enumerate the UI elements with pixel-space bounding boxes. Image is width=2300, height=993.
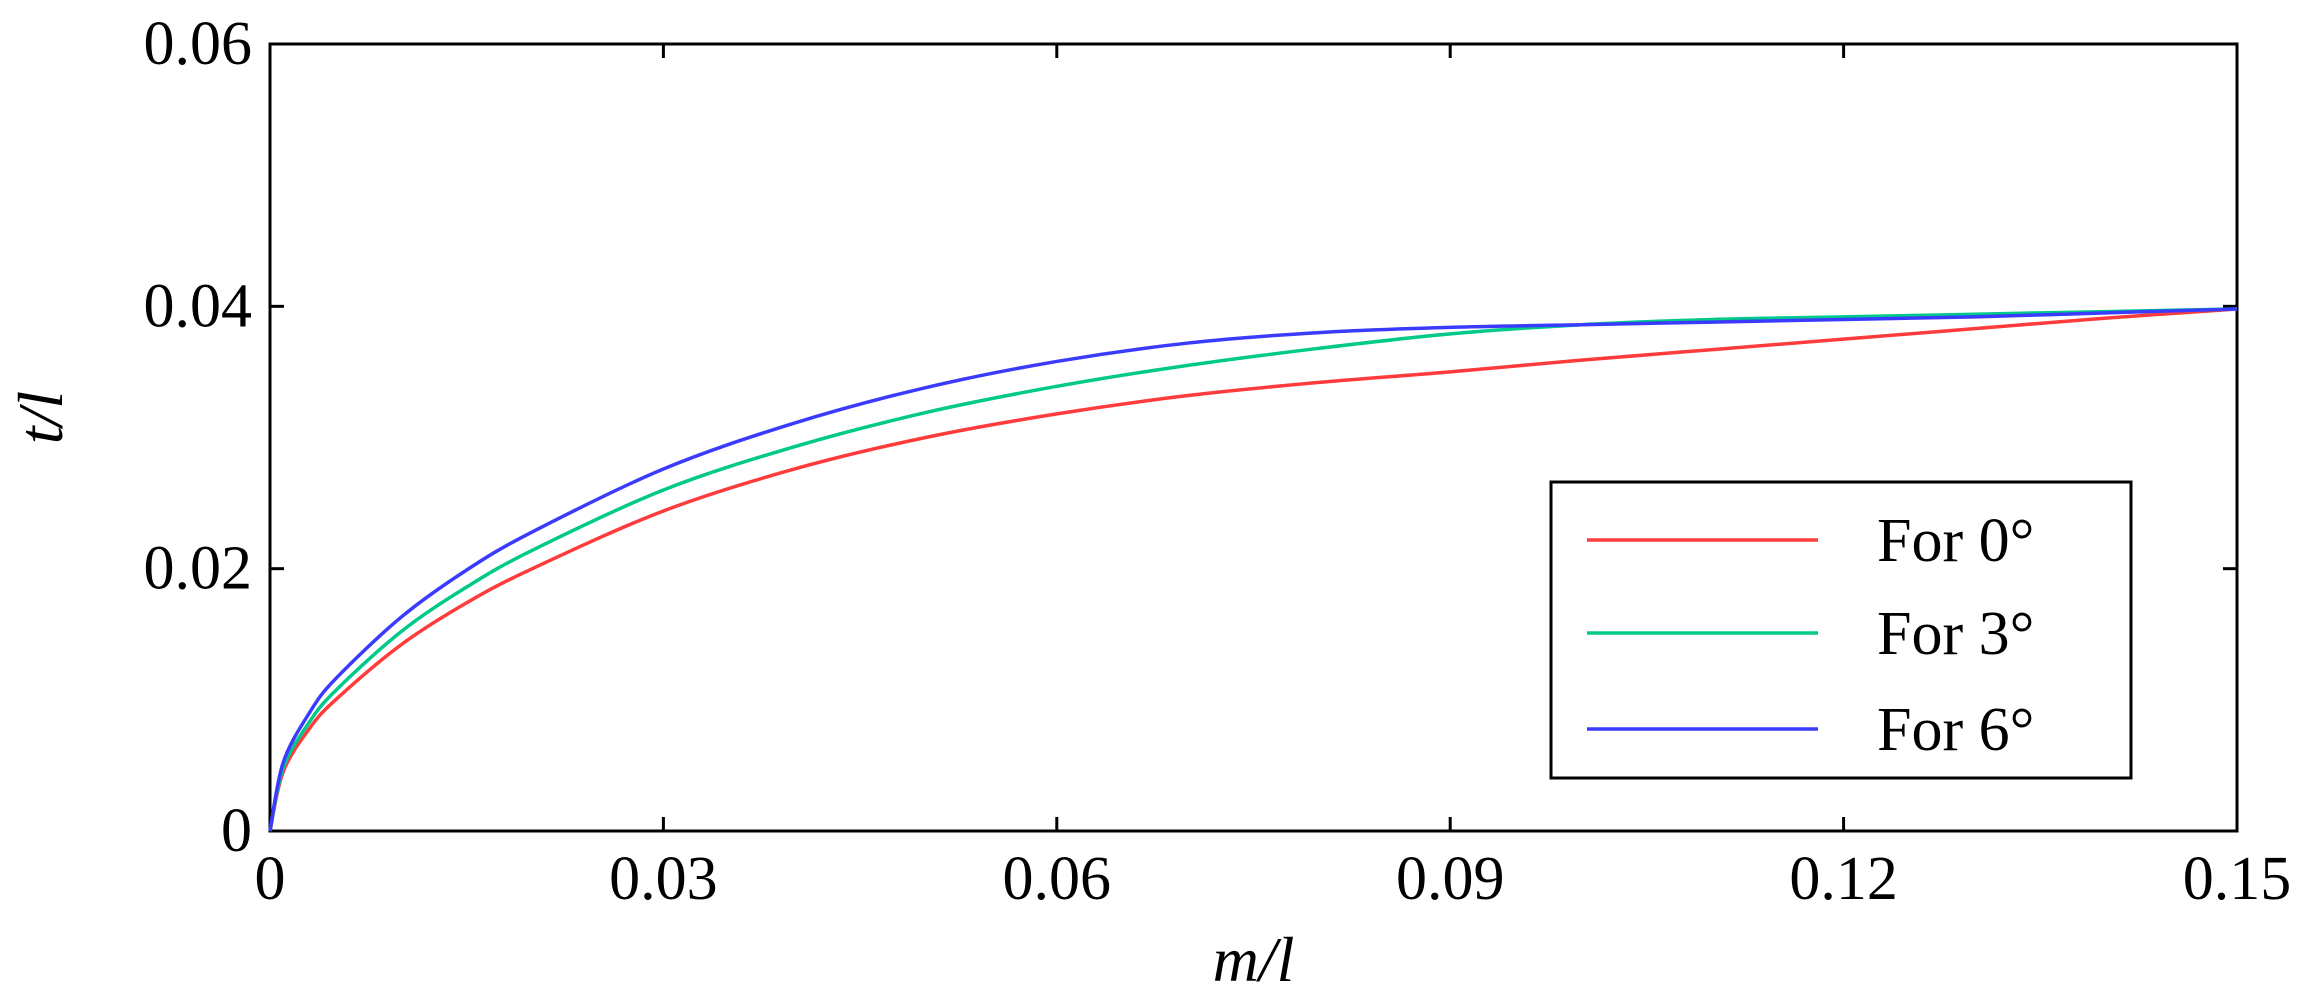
x-axis-label: m/l <box>1213 924 1295 993</box>
y-axis-label: t/l <box>5 391 76 444</box>
x-tick-label: 0.15 <box>2183 845 2292 913</box>
y-tick-label: 0.02 <box>144 535 253 603</box>
series-lines <box>268 307 2238 832</box>
series-line-0 <box>268 307 2238 832</box>
x-tick-label: 0.03 <box>609 845 718 913</box>
x-tick-label: 0.12 <box>1789 845 1898 913</box>
series-line-1 <box>268 307 2238 832</box>
axis-ticks: 0 0.03 0.06 0.09 0.12 0.15 0 0.02 0.04 0.06 <box>144 10 2292 913</box>
y-tick-label: 0.04 <box>144 272 253 340</box>
y-tick-label: 0.06 <box>144 10 253 78</box>
legend-label-1: For 3° <box>1877 600 2034 668</box>
series-line-2 <box>268 307 2238 832</box>
plot-frame <box>268 42 2239 833</box>
x-tick-label: 0 <box>255 845 286 913</box>
legend: For 0° For 3° For 6° <box>1549 480 2133 780</box>
legend-label-2: For 6° <box>1877 696 2034 764</box>
legend-label-0: For 0° <box>1877 507 2034 575</box>
x-tick-label: 0.06 <box>1003 845 1112 913</box>
axis-labels: m/l t/l <box>5 391 1294 993</box>
legend-box <box>1549 480 2133 780</box>
y-tick-label: 0 <box>221 797 252 865</box>
x-tick-label: 0.09 <box>1396 845 1505 913</box>
